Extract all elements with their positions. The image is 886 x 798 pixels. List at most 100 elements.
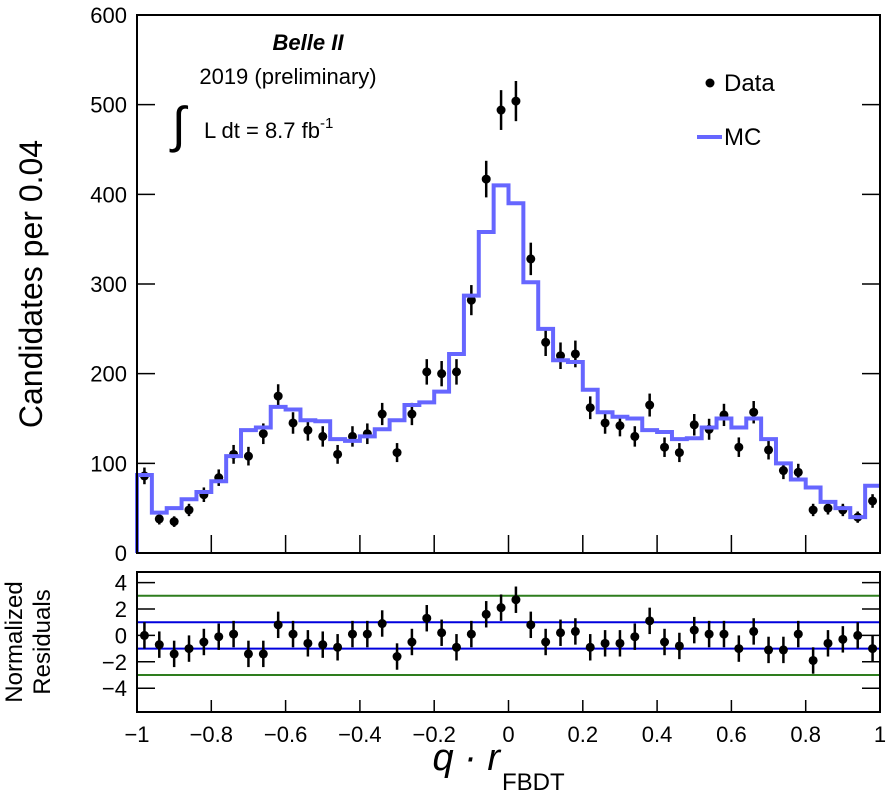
x-tick-label: −1	[124, 722, 149, 747]
residual-point	[199, 637, 209, 647]
data-point	[303, 425, 313, 435]
y-tick-label: 400	[90, 182, 127, 207]
residual-point	[243, 649, 253, 659]
residual-point	[600, 638, 610, 648]
data-point	[437, 369, 447, 379]
data-point	[377, 409, 387, 419]
legend-label: Data	[724, 70, 775, 97]
residual-point	[689, 625, 699, 635]
data-point	[347, 431, 357, 441]
residual-point	[392, 652, 402, 662]
x-tick-label: 0	[502, 722, 514, 747]
x-tick-label: −0.2	[412, 722, 455, 747]
data-point	[496, 105, 506, 115]
data-point	[318, 431, 328, 441]
data-point	[258, 429, 268, 439]
residual-point	[853, 630, 863, 640]
data-point	[749, 407, 759, 417]
data-point	[243, 451, 253, 461]
residual-point	[318, 640, 328, 650]
x-tick-label: 0.2	[568, 722, 599, 747]
residual-point	[407, 637, 417, 647]
x-tick-label: −0.4	[338, 722, 381, 747]
residual-point	[451, 642, 461, 652]
data-point	[778, 466, 788, 476]
legend-swatch	[705, 78, 715, 88]
residual-point	[154, 640, 164, 650]
y-tick-label: 2	[115, 597, 127, 622]
data-point	[169, 517, 179, 527]
plot-frame	[136, 14, 881, 554]
y-tick-label: 600	[90, 3, 127, 28]
data-point	[184, 505, 194, 515]
x-tick-label: 0.4	[642, 722, 673, 747]
residual-point	[615, 638, 625, 648]
residual-point	[347, 629, 357, 639]
data-point	[333, 449, 343, 459]
residual-point	[273, 620, 283, 630]
data-point	[451, 367, 461, 377]
data-point	[392, 448, 402, 458]
residual-point	[526, 620, 536, 630]
residual-point	[838, 634, 848, 644]
x-tick-label: 0.6	[716, 722, 747, 747]
residual-point	[823, 638, 833, 648]
x-axis-label: q · r	[432, 737, 501, 779]
data-point	[407, 409, 417, 419]
residual-point	[466, 629, 476, 639]
data-point	[645, 400, 655, 410]
x-tick-label: 0.8	[790, 722, 821, 747]
residual-point	[377, 619, 387, 629]
residual-point	[778, 645, 788, 655]
residual-point	[288, 629, 298, 639]
y-tick-label: 0	[115, 541, 127, 566]
data-point	[793, 467, 803, 477]
residual-point	[511, 595, 521, 605]
y-tick-label: 100	[90, 451, 127, 476]
residual-point	[556, 628, 566, 638]
y-tick-label: 300	[90, 272, 127, 297]
data-point	[541, 337, 551, 347]
residual-point	[808, 655, 818, 665]
residual-point	[139, 630, 149, 640]
residual-point	[481, 609, 491, 619]
residual-point	[793, 629, 803, 639]
data-point	[808, 505, 818, 515]
residual-point	[570, 626, 580, 636]
residual-point	[258, 649, 268, 659]
plot-frame	[136, 571, 881, 713]
data-point	[764, 445, 774, 455]
data-point	[660, 442, 670, 452]
luminosity-text: L dt = 8.7 fb	[204, 118, 320, 143]
x-axis-subscript: FBDT	[502, 769, 565, 796]
y-tick-label: 4	[115, 571, 127, 596]
x-tick-label: 1	[874, 722, 886, 747]
residual-point	[645, 616, 655, 626]
luminosity-symbol: ∫	[169, 97, 189, 153]
x-tick-label: −0.6	[264, 722, 307, 747]
residual-point	[229, 629, 239, 639]
data-point	[288, 418, 298, 428]
residual-point	[333, 642, 343, 652]
residual-point	[422, 613, 432, 623]
data-point	[273, 391, 283, 401]
residual-point	[214, 632, 224, 642]
luminosity-exponent: -1	[320, 115, 333, 132]
data-point	[422, 367, 432, 377]
y-tick-label: 0	[115, 623, 127, 648]
residual-point	[496, 603, 506, 613]
data-point	[615, 421, 625, 431]
data-point	[600, 418, 610, 428]
residual-point	[362, 629, 372, 639]
residual-point	[764, 645, 774, 655]
data-point	[511, 96, 521, 106]
data-point	[466, 295, 476, 305]
experiment-label: Belle II	[273, 30, 345, 55]
subtitle: 2019 (preliminary)	[199, 64, 376, 89]
residual-point	[169, 649, 179, 659]
mc-step	[135, 183, 880, 553]
data-point	[526, 254, 536, 264]
y-axis-label: Candidates per 0.04	[13, 140, 49, 428]
residual-point	[868, 644, 878, 654]
